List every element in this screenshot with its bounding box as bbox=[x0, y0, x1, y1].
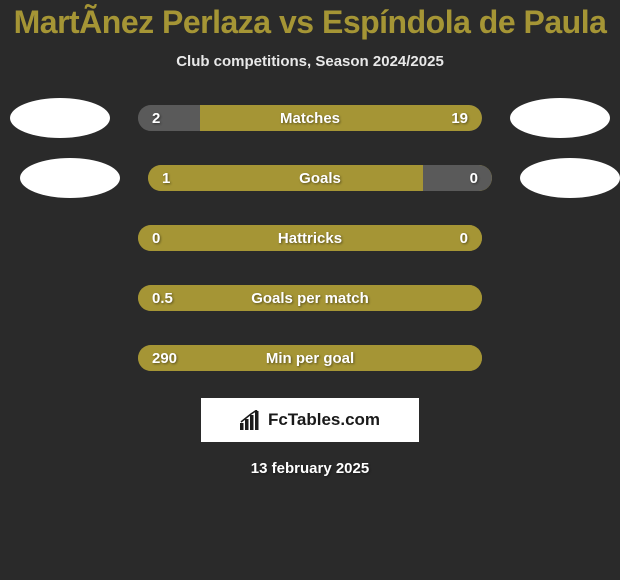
stat-bar-track: 290Min per goal bbox=[138, 345, 482, 371]
bar-chart-icon bbox=[240, 410, 262, 430]
avatar-spacer bbox=[10, 278, 110, 318]
avatar-spacer bbox=[510, 218, 610, 258]
avatar-spacer bbox=[510, 278, 610, 318]
stat-left-value: 0 bbox=[152, 225, 160, 251]
player-avatar-left bbox=[20, 158, 120, 198]
stat-bar-track: 00Hattricks bbox=[138, 225, 482, 251]
stat-row: 10Goals bbox=[0, 158, 620, 198]
stat-right-value: 19 bbox=[451, 105, 468, 131]
stat-bar-left-fill bbox=[148, 165, 423, 191]
stat-row: 00Hattricks bbox=[0, 218, 620, 258]
stat-bars-container: 219Matches10Goals00Hattricks0.5Goals per… bbox=[0, 98, 620, 378]
stat-left-value: 0.5 bbox=[152, 285, 173, 311]
stat-bar-track: 10Goals bbox=[148, 165, 492, 191]
logo-text: FcTables.com bbox=[268, 410, 380, 430]
stat-left-value: 1 bbox=[162, 165, 170, 191]
stat-bar-left-fill bbox=[138, 345, 482, 371]
date-label: 13 february 2025 bbox=[0, 460, 620, 477]
page-title: MartÃ­nez Perlaza vs Espíndola de Paula bbox=[0, 4, 620, 41]
stat-bar-right-fill bbox=[200, 105, 482, 131]
stat-bar-track: 0.5Goals per match bbox=[138, 285, 482, 311]
stat-bar-left-fill bbox=[138, 285, 482, 311]
avatar-spacer bbox=[510, 338, 610, 378]
stat-row: 0.5Goals per match bbox=[0, 278, 620, 318]
stat-bar-left-fill bbox=[138, 105, 200, 131]
avatar-spacer bbox=[10, 218, 110, 258]
logo-box: FcTables.com bbox=[201, 398, 419, 442]
stat-row: 219Matches bbox=[0, 98, 620, 138]
stat-left-value: 290 bbox=[152, 345, 177, 371]
stat-row: 290Min per goal bbox=[0, 338, 620, 378]
stat-bar-right-fill bbox=[423, 165, 492, 191]
stat-bar-left-fill bbox=[138, 225, 482, 251]
player-avatar-left bbox=[10, 98, 110, 138]
subtitle: Club competitions, Season 2024/2025 bbox=[0, 53, 620, 70]
stat-right-value: 0 bbox=[460, 225, 468, 251]
stat-right-value: 0 bbox=[470, 165, 478, 191]
stat-left-value: 2 bbox=[152, 105, 160, 131]
avatar-spacer bbox=[10, 338, 110, 378]
stat-bar-track: 219Matches bbox=[138, 105, 482, 131]
player-avatar-right bbox=[520, 158, 620, 198]
player-avatar-right bbox=[510, 98, 610, 138]
